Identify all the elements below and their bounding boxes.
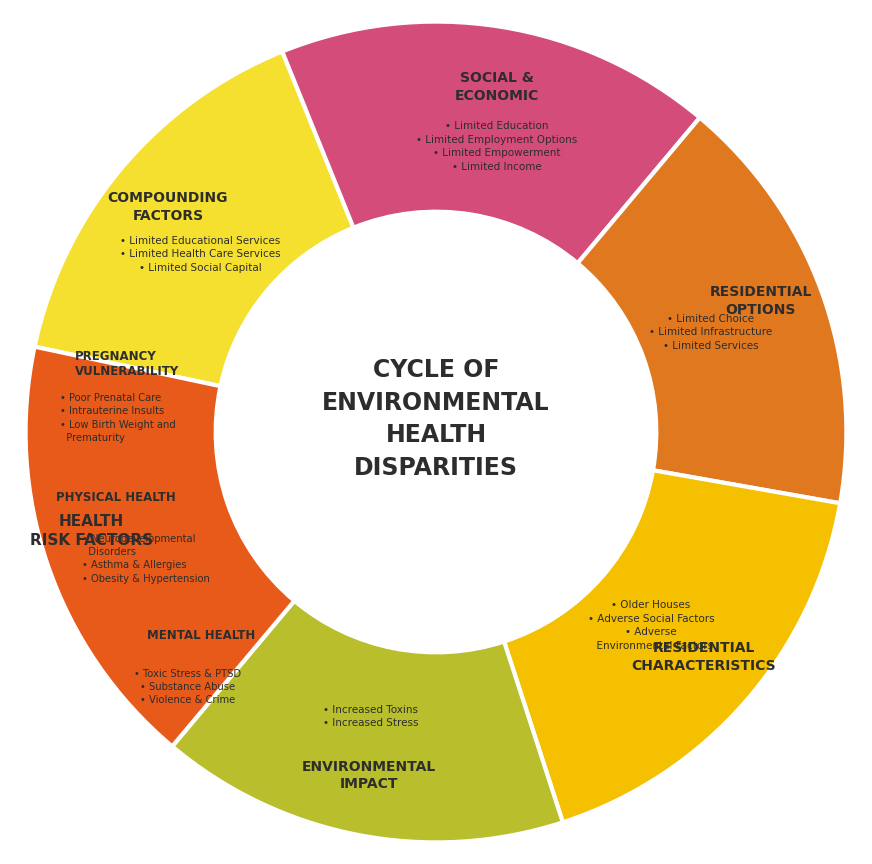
- Text: • Older Houses
• Adverse Social Factors
• Adverse
  Environmental Factors: • Older Houses • Adverse Social Factors …: [588, 600, 714, 651]
- Text: • Limited Education
• Limited Employment Options
• Limited Empowerment
• Limited: • Limited Education • Limited Employment…: [416, 121, 577, 172]
- Text: SOCIAL &
ECONOMIC: SOCIAL & ECONOMIC: [454, 72, 539, 104]
- Circle shape: [215, 212, 657, 652]
- Wedge shape: [35, 52, 353, 386]
- Wedge shape: [577, 118, 847, 503]
- Text: PREGNANCY
VULNERABILITY: PREGNANCY VULNERABILITY: [75, 350, 179, 378]
- Wedge shape: [504, 470, 840, 823]
- Wedge shape: [283, 22, 700, 264]
- Wedge shape: [172, 600, 562, 842]
- Text: RESIDENTIAL
CHARACTERISTICS: RESIDENTIAL CHARACTERISTICS: [631, 641, 776, 673]
- Wedge shape: [25, 346, 295, 746]
- Text: CYCLE OF
ENVIRONMENTAL
HEALTH
DISPARITIES: CYCLE OF ENVIRONMENTAL HEALTH DISPARITIE…: [322, 359, 550, 480]
- Text: • Increased Toxins
• Increased Stress: • Increased Toxins • Increased Stress: [323, 705, 418, 728]
- Text: HEALTH
RISK FACTORS: HEALTH RISK FACTORS: [30, 514, 153, 548]
- Text: • Neurodevelopmental
  Disorders
• Asthma & Allergies
• Obesity & Hypertension: • Neurodevelopmental Disorders • Asthma …: [82, 534, 209, 583]
- Text: PHYSICAL HEALTH: PHYSICAL HEALTH: [57, 491, 176, 504]
- Text: • Poor Prenatal Care
• Intrauterine Insults
• Low Birth Weight and
  Prematurity: • Poor Prenatal Care • Intrauterine Insu…: [60, 393, 176, 442]
- Text: • Limited Choice
• Limited Infrastructure
• Limited Services: • Limited Choice • Limited Infrastructur…: [649, 314, 772, 351]
- Text: • Limited Educational Services
• Limited Health Care Services
• Limited Social C: • Limited Educational Services • Limited…: [119, 236, 280, 273]
- Text: MENTAL HEALTH: MENTAL HEALTH: [146, 629, 255, 642]
- Text: • Toxic Stress & PTSD
• Substance Abuse
• Violence & Crime: • Toxic Stress & PTSD • Substance Abuse …: [134, 669, 242, 705]
- Text: COMPOUNDING
FACTORS: COMPOUNDING FACTORS: [108, 191, 228, 223]
- Text: RESIDENTIAL
OPTIONS: RESIDENTIAL OPTIONS: [709, 285, 812, 317]
- Text: ENVIRONMENTAL
IMPACT: ENVIRONMENTAL IMPACT: [302, 759, 436, 791]
